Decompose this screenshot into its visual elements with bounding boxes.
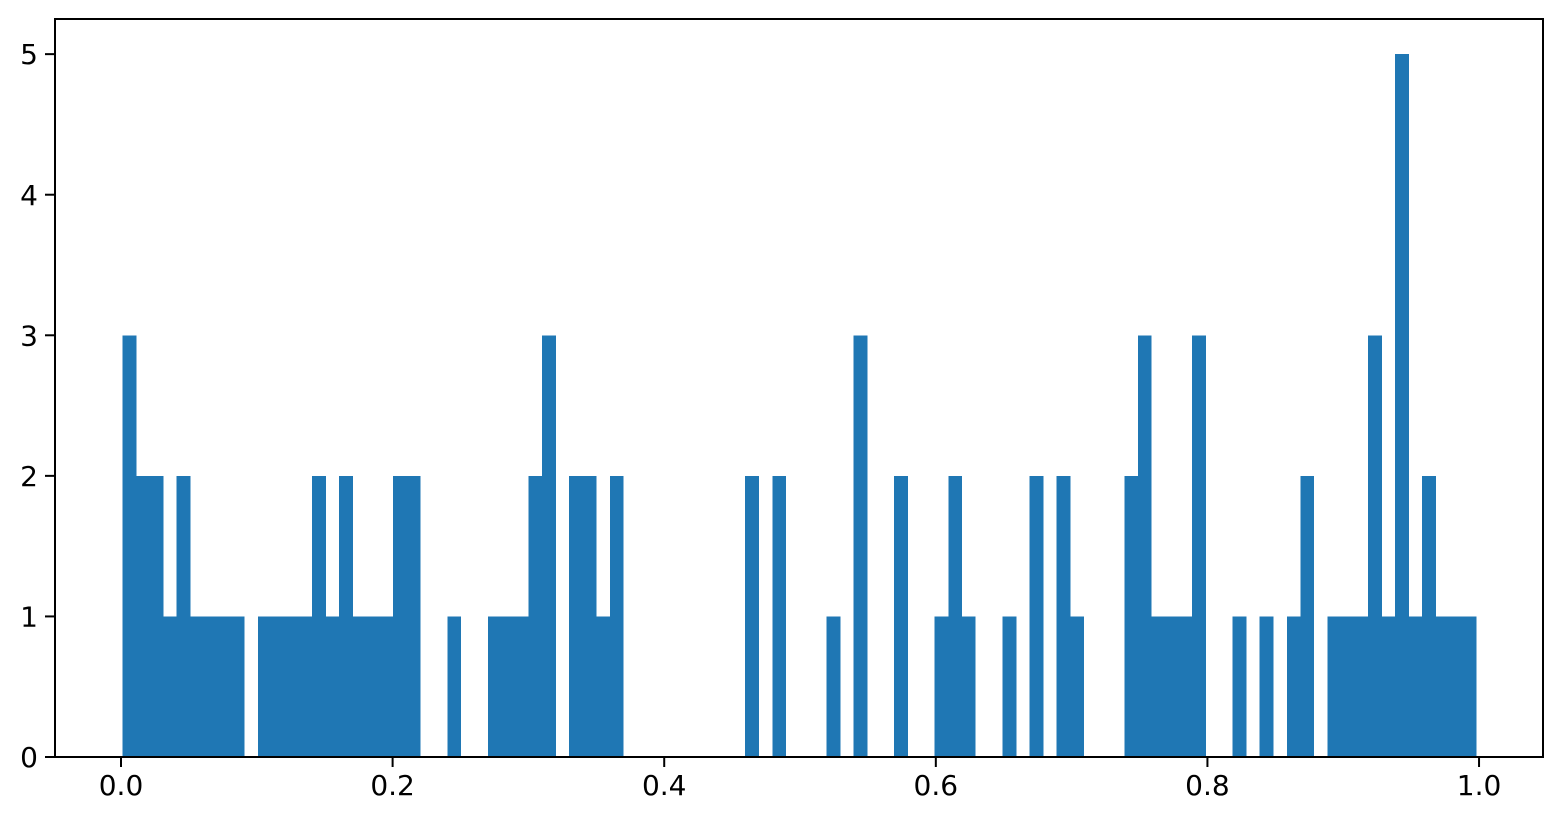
histogram-bar [406,475,421,757]
axes-spines [54,18,1544,758]
histogram-bar [1178,616,1193,757]
x-tick-label: 0.6 [914,769,959,802]
histogram-bar [1340,616,1355,757]
histogram-bar [515,616,529,757]
histogram-bar [826,616,841,757]
y-tick-label: 4 [20,179,38,212]
plot-border [54,18,1544,758]
histogram-bar [1449,616,1464,757]
histogram-bar [203,616,218,757]
histogram-bar [1137,335,1152,757]
histogram-bar [1300,475,1315,757]
histogram-bar [528,475,543,757]
histogram-bar [190,616,204,757]
histogram-bar [311,475,326,757]
histogram-bar [934,616,949,757]
histogram-bar [596,616,611,757]
histogram-bar [1124,475,1139,757]
histogram-bar [298,616,313,757]
y-tick-label: 0 [20,741,38,774]
histogram-bar [1056,475,1071,757]
histogram-bar [1164,616,1179,757]
x-tick-label: 0.2 [370,769,415,802]
histogram-bar [284,616,299,757]
histogram-bar [257,616,272,757]
histogram-bar [569,475,584,757]
histogram-bar [379,616,394,757]
histogram-bar [1368,335,1382,757]
axes-group: 0.0 0.2 0.4 0.6 0.8 1.0 0 1 2 3 4 5 [20,38,1501,802]
histogram-bar [1435,616,1450,757]
y-tick-label: 2 [20,460,38,493]
histogram-bar [853,335,868,757]
x-tick-label: 0.4 [642,769,687,802]
histogram-bar [393,475,408,757]
histogram-bar [1327,616,1342,757]
histogram-bar [894,475,909,757]
histogram-bar [1395,54,1409,757]
histogram-bar [1151,616,1166,757]
histogram-bar [352,616,367,757]
histogram-bar [1002,616,1017,757]
y-tick-label: 3 [20,319,38,352]
histogram-bar [217,616,232,757]
histogram-bar [948,475,963,757]
histogram-bar [1286,616,1301,757]
histogram-bar [1029,475,1044,757]
histogram-bar [1070,616,1085,757]
histogram-bar [271,616,286,757]
histogram-bar [122,335,137,757]
x-tick-label: 0.0 [99,769,144,802]
x-tick-label: 0.8 [1185,769,1230,802]
histogram-bar [1381,616,1396,757]
histogram-bar [501,616,516,757]
histogram-bar [582,475,597,757]
histogram-bar [1408,616,1423,757]
histogram-bar [1354,616,1369,757]
histogram-bar [338,475,353,757]
histogram-bar [230,616,245,757]
y-tick-label: 5 [20,38,38,71]
histogram-bar [1191,335,1206,757]
histogram-bar [487,616,502,757]
histogram-bar [772,475,787,757]
bars-group [122,54,1477,757]
histogram-bar [1462,616,1477,757]
histogram-bar [447,616,462,757]
histogram-bar [176,475,191,757]
histogram-bar [542,335,556,757]
x-tick-label: 1.0 [1457,769,1502,802]
histogram-bar [135,475,150,757]
histogram-bar [961,616,976,757]
histogram-bar [149,475,164,757]
histogram-bar [1232,616,1247,757]
histogram-bar [162,616,177,757]
histogram-bar [1422,475,1437,757]
y-tick-label: 1 [20,601,38,634]
histogram-bar [609,475,624,757]
histogram-bar [366,616,380,757]
histogram-bar [1259,616,1274,757]
histogram-bar [745,475,760,757]
histogram-bar [325,616,340,757]
